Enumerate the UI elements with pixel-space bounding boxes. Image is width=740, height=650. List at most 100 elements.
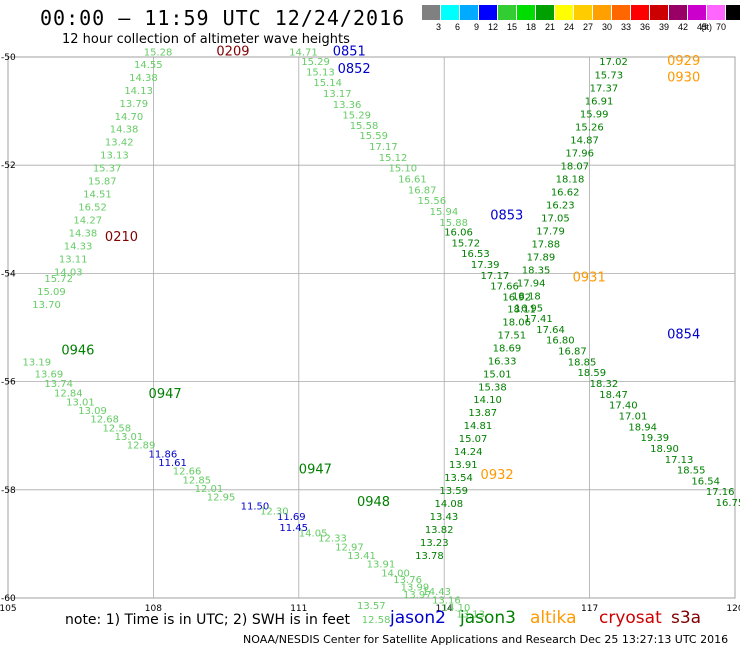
lon-tick-label: 120 xyxy=(726,604,740,614)
swh-value: 11.50 xyxy=(241,501,270,512)
swh-value: 18.35 xyxy=(522,265,551,276)
legend-tick-label: 36 xyxy=(639,22,650,32)
swh-value: 13.41 xyxy=(347,551,376,562)
satellite-label: cryosat xyxy=(599,608,662,628)
legend-swatch xyxy=(555,5,574,20)
swh-value: 12.33 xyxy=(318,534,347,545)
swh-value: 11.86 xyxy=(149,449,178,460)
swh-value: 15.12 xyxy=(379,153,408,164)
swh-value: 13.76 xyxy=(393,575,422,586)
pass-time-label: 0852 xyxy=(338,62,371,77)
swh-value: 13.57 xyxy=(357,601,386,612)
swh-value: 14.87 xyxy=(570,136,599,147)
swh-value: 16.06 xyxy=(444,228,473,239)
swh-value: 13.13 xyxy=(100,151,129,162)
lon-tick-label: 105 xyxy=(0,604,17,614)
footer-credit: NOAA/NESDIS Center for Satellite Applica… xyxy=(243,633,729,646)
swh-value: 17.64 xyxy=(536,325,565,336)
swh-value: 17.89 xyxy=(527,252,556,263)
legend-tick-label: 21 xyxy=(544,22,555,32)
swh-value: 17.02 xyxy=(599,57,628,68)
swh-value: 16.95 xyxy=(514,303,543,314)
swh-value: 13.70 xyxy=(32,300,61,311)
pass-time-label: 0210 xyxy=(105,230,138,245)
swh-value: 13.09 xyxy=(78,406,107,417)
swh-value: 13.87 xyxy=(468,408,497,419)
lat-tick-label: -56 xyxy=(1,378,16,388)
swh-value: 16.62 xyxy=(551,187,580,198)
swh-value: 18.18 xyxy=(512,291,541,302)
swh-value: 11.69 xyxy=(277,512,306,523)
legend-swatch xyxy=(441,5,460,20)
swh-value: 14.13 xyxy=(124,86,153,97)
legend-swatch xyxy=(574,5,593,20)
lat-tick-label: -52 xyxy=(1,161,16,171)
swh-value: 15.58 xyxy=(350,121,379,132)
swh-value: 16.61 xyxy=(398,175,427,186)
swh-value: 16.80 xyxy=(546,336,575,347)
swh-value: 14.10 xyxy=(442,603,471,614)
legend-unit: (ft) xyxy=(701,22,712,32)
swh-value: 17.39 xyxy=(471,260,500,271)
swh-value: 15.14 xyxy=(313,78,342,89)
swh-value: 14.33 xyxy=(64,242,93,253)
legend-swatch xyxy=(631,5,650,20)
swh-value: 13.91 xyxy=(367,560,396,571)
legend-tick-label: 70 xyxy=(715,22,726,32)
lon-tick-label: 111 xyxy=(290,604,307,614)
swh-value: 15.09 xyxy=(37,287,66,298)
swh-value: 15.29 xyxy=(301,57,330,68)
legend-swatch xyxy=(498,5,517,20)
legend-swatch xyxy=(669,5,688,20)
color-legend xyxy=(422,5,740,20)
swh-value: 13.17 xyxy=(323,89,352,100)
swh-value: 15.37 xyxy=(93,164,122,175)
swh-value: 13.69 xyxy=(35,369,64,380)
swh-value: 13.43 xyxy=(430,512,459,523)
satellite-label: jason3 xyxy=(460,608,516,628)
swh-value: 12.97 xyxy=(335,542,364,553)
legend-swatch xyxy=(726,5,740,20)
legend-tick-label: 30 xyxy=(601,22,612,32)
swh-value: 18.94 xyxy=(628,422,657,433)
legend-tick-label: 15 xyxy=(506,22,517,32)
swh-value: 15.87 xyxy=(88,177,117,188)
swh-value: 14.55 xyxy=(134,60,163,71)
swh-value: 15.72 xyxy=(44,274,73,285)
swh-value: 15.01 xyxy=(483,369,512,380)
swh-value: 17.05 xyxy=(541,213,570,224)
pass-time-label: 0932 xyxy=(481,468,514,483)
swh-value: 17.41 xyxy=(524,314,553,325)
swh-value: 14.70 xyxy=(115,112,144,123)
swh-value: 14.24 xyxy=(454,447,483,458)
legend-tick-label: 39 xyxy=(658,22,669,32)
swh-value: 16.33 xyxy=(488,356,517,367)
swh-value: 15.28 xyxy=(144,47,173,58)
swh-value: 17.96 xyxy=(565,149,594,160)
swh-value: 12.68 xyxy=(90,415,119,426)
legend-swatch xyxy=(612,5,631,20)
swh-value: 14.38 xyxy=(110,125,139,136)
legend-tick-label: 24 xyxy=(563,22,574,32)
swh-value: 16.54 xyxy=(691,476,720,487)
swh-value: 14.03 xyxy=(54,268,83,279)
swh-value: 16.23 xyxy=(546,200,575,211)
pass-time-label: 0946 xyxy=(61,344,94,359)
satellite-label: jason2 xyxy=(390,608,446,628)
swh-value: 12.58 xyxy=(362,615,391,626)
swh-value: 12.66 xyxy=(173,467,202,478)
swh-value: 18.11 xyxy=(507,304,536,315)
swh-value: 17.66 xyxy=(490,282,519,293)
swh-value: 19.39 xyxy=(640,433,669,444)
swh-value: 14.27 xyxy=(73,216,102,227)
legend-swatch xyxy=(460,5,479,20)
swh-value: 17.17 xyxy=(481,271,510,282)
lon-tick-label: 108 xyxy=(145,604,162,614)
swh-value: 17.88 xyxy=(531,239,560,250)
swh-value: 12.84 xyxy=(54,389,83,400)
swh-value: 15.38 xyxy=(478,382,507,393)
lon-tick-label: 114 xyxy=(436,604,453,614)
swh-value: 12.85 xyxy=(182,475,211,486)
satellite-label: altika xyxy=(530,608,577,628)
